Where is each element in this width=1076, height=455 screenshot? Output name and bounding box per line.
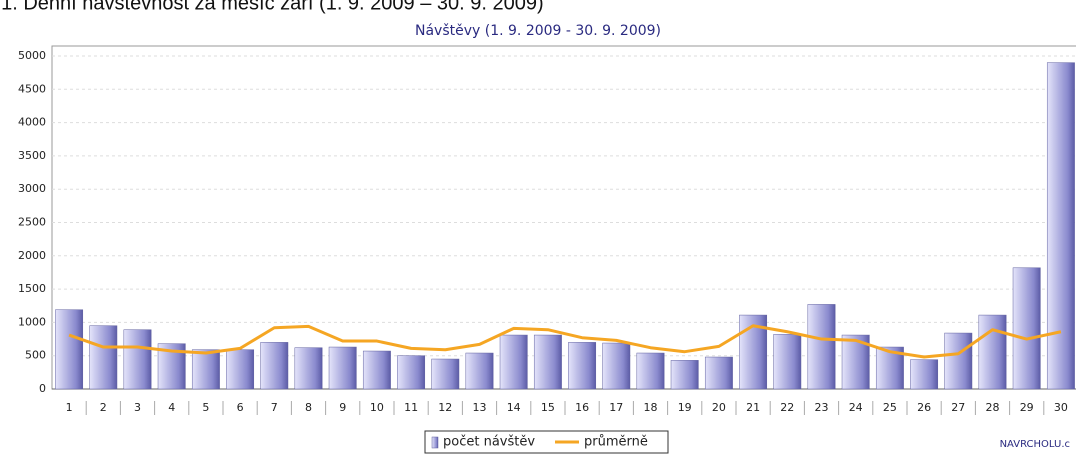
x-tick-label: 4	[168, 401, 175, 414]
x-tick-label: 5	[202, 401, 209, 414]
y-tick-label: 1500	[18, 282, 46, 295]
y-tick-label: 4000	[18, 116, 46, 129]
y-tick-label: 2000	[18, 249, 46, 262]
x-tick-label: 8	[305, 401, 312, 414]
x-tick-label: 27	[951, 401, 965, 414]
caption: č. 1. Denní návštěvnost za měsíc září (1…	[0, 0, 544, 14]
bar	[397, 355, 426, 390]
x-tick-label: 24	[849, 401, 863, 414]
y-tick-label: 4500	[18, 82, 46, 95]
bar	[226, 349, 255, 390]
x-tick-label: 7	[271, 401, 278, 414]
x-tick-label: 22	[780, 401, 794, 414]
x-tick-label: 6	[237, 401, 244, 414]
bar	[465, 352, 494, 390]
bar	[89, 325, 118, 390]
bar	[807, 304, 836, 390]
y-tick-label: 1000	[18, 315, 46, 328]
bar	[260, 342, 289, 390]
x-tick-label: 15	[541, 401, 555, 414]
x-tick-label: 20	[712, 401, 726, 414]
bar	[123, 329, 152, 390]
y-tick-label: 5000	[18, 49, 46, 62]
x-tick-label: 3	[134, 401, 141, 414]
bar	[636, 352, 665, 390]
legend-label: počet návštěv	[443, 435, 535, 450]
bar	[978, 314, 1007, 390]
x-tick-label: 30	[1054, 401, 1068, 414]
x-tick-label: 16	[575, 401, 589, 414]
x-tick-label: 23	[815, 401, 829, 414]
x-tick-label: 1	[66, 401, 73, 414]
bar	[55, 309, 84, 390]
chart-title: Návštěvy (1. 9. 2009 - 30. 9. 2009)	[415, 23, 661, 39]
bar	[1012, 267, 1041, 390]
bar	[294, 347, 323, 390]
y-tick-label: 2500	[18, 216, 46, 229]
bar	[704, 356, 733, 390]
x-tick-label: 13	[473, 401, 487, 414]
bar	[670, 360, 699, 390]
y-tick-label: 500	[25, 349, 46, 362]
x-tick-label: 10	[370, 401, 384, 414]
x-tick-label: 18	[644, 401, 658, 414]
x-tick-label: 26	[917, 401, 931, 414]
bar	[362, 350, 391, 390]
y-tick-label: 3000	[18, 182, 46, 195]
x-tick-label: 9	[339, 401, 346, 414]
bar	[602, 342, 631, 390]
bar	[1046, 62, 1075, 390]
x-tick-label: 17	[609, 401, 623, 414]
plot-area	[51, 45, 1076, 390]
x-tick-label: 12	[438, 401, 452, 414]
x-tick-label: 25	[883, 401, 897, 414]
bar	[910, 359, 939, 390]
legend-label: průměrně	[584, 435, 648, 450]
bar	[533, 334, 562, 390]
bar	[328, 346, 357, 390]
x-tick-label: 2	[100, 401, 107, 414]
source: NAVRCHOLU.c	[1000, 439, 1070, 450]
x-tick-label: 21	[746, 401, 760, 414]
x-tick-label: 19	[678, 401, 692, 414]
bar	[944, 332, 973, 390]
bar	[431, 358, 460, 390]
x-tick-label: 14	[507, 401, 521, 414]
bar	[568, 342, 597, 390]
legend-box	[424, 430, 669, 454]
x-tick-label: 11	[404, 401, 418, 414]
y-tick-label: 0	[39, 382, 46, 395]
bar	[499, 334, 528, 390]
x-tick-label: 28	[986, 401, 1000, 414]
x-tick-label: 29	[1020, 401, 1034, 414]
bar	[773, 334, 802, 390]
legend-swatch	[431, 436, 439, 449]
legend: počet návštěv průměrně	[424, 430, 669, 454]
y-tick-label: 3500	[18, 149, 46, 162]
line	[68, 324, 1062, 359]
bar	[191, 349, 220, 390]
